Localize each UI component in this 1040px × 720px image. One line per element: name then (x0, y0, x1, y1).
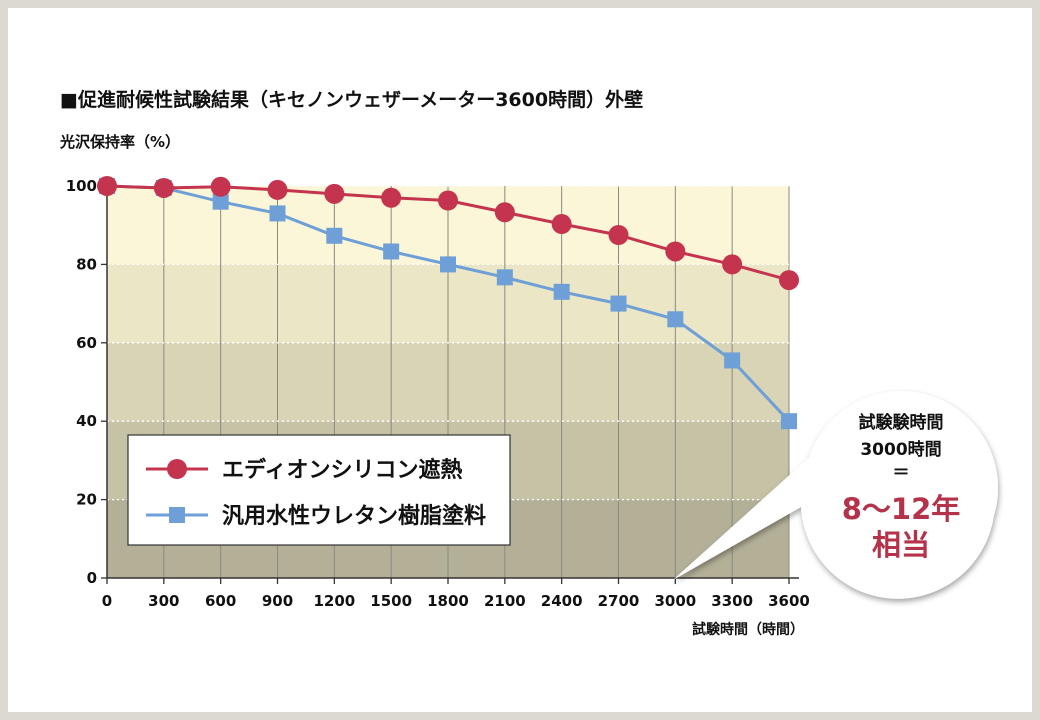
x-tick-label: 2100 (484, 592, 526, 610)
y-tick-label: 100 (66, 177, 97, 195)
callout-line3: ＝ (893, 463, 910, 483)
y-tick-label: 0 (87, 569, 97, 587)
data-point (269, 205, 286, 222)
callout-circle (804, 391, 998, 585)
data-point (324, 183, 345, 204)
data-point (665, 241, 686, 262)
x-tick-label: 0 (102, 592, 112, 610)
x-tick-label: 300 (148, 592, 179, 610)
data-point (781, 413, 797, 430)
data-point (97, 176, 117, 196)
y-tick-label: 40 (76, 412, 97, 430)
x-tick-label: 900 (262, 592, 293, 610)
y-tick-label: 20 (76, 491, 97, 509)
data-point (153, 177, 174, 198)
data-point (326, 227, 343, 244)
data-point (551, 214, 572, 235)
chart-frame: ■促進耐候性試験結果（キセノンウェザーメーター3600時間）外壁 光沢保持率（%… (8, 8, 1032, 712)
data-point (610, 295, 627, 312)
x-tick-label: 3000 (654, 592, 696, 610)
x-tick-label: 3600 (768, 592, 810, 610)
data-point (440, 256, 456, 273)
callout-line2: 3000時間 (860, 439, 941, 460)
data-point (383, 243, 400, 260)
series-layer (97, 176, 799, 430)
legend-box (127, 434, 511, 546)
callout-line4: 8～12年 (842, 492, 961, 526)
data-point (724, 352, 741, 369)
x-tick-label: 1500 (370, 592, 412, 610)
data-point (779, 270, 799, 291)
chart-title: ■促進耐候性試験結果（キセノンウェザーメーター3600時間）外壁 (60, 88, 643, 111)
y-tick-label: 80 (76, 255, 97, 273)
legend-marker (169, 507, 185, 523)
y-axis-label: 光沢保持率（%） (59, 133, 180, 151)
line-chart: ■促進耐候性試験結果（キセノンウェザーメーター3600時間）外壁 光沢保持率（%… (59, 88, 998, 638)
legend-label: 汎用水性ウレタン樹脂塗料 (222, 503, 486, 529)
data-point (438, 190, 458, 211)
y-tick-label: 60 (76, 334, 97, 352)
data-point (381, 187, 402, 208)
data-point (212, 193, 229, 210)
callout-line1: 試験験時間 (859, 412, 944, 433)
callout-line5: 相当 (872, 528, 930, 562)
x-tick-label: 1200 (313, 592, 355, 610)
x-tick-label: 3300 (711, 592, 753, 610)
data-point (722, 254, 743, 275)
axes: 0 20 40 60 80 100 0 300 600 900 1200 1500 1800 2100 24… (66, 177, 810, 610)
x-tick-label: 2700 (598, 592, 640, 610)
data-point (667, 311, 684, 328)
callout-text: 試験験時間 3000時間 ＝ 8～12年 相当 (842, 412, 961, 562)
data-point (267, 179, 288, 200)
legend-label: エディオンシリコン遮熱 (222, 457, 462, 483)
callout (673, 391, 998, 599)
data-point (496, 269, 513, 286)
x-tick-label: 600 (205, 592, 236, 610)
data-point (608, 225, 629, 245)
legend-marker (167, 459, 187, 479)
data-point (494, 202, 515, 223)
x-tick-label: 1800 (427, 592, 469, 610)
data-point (210, 176, 231, 197)
x-tick-label: 2400 (541, 592, 583, 610)
x-axis-label: 試験時間（時間） (692, 621, 804, 638)
data-point (553, 283, 570, 300)
